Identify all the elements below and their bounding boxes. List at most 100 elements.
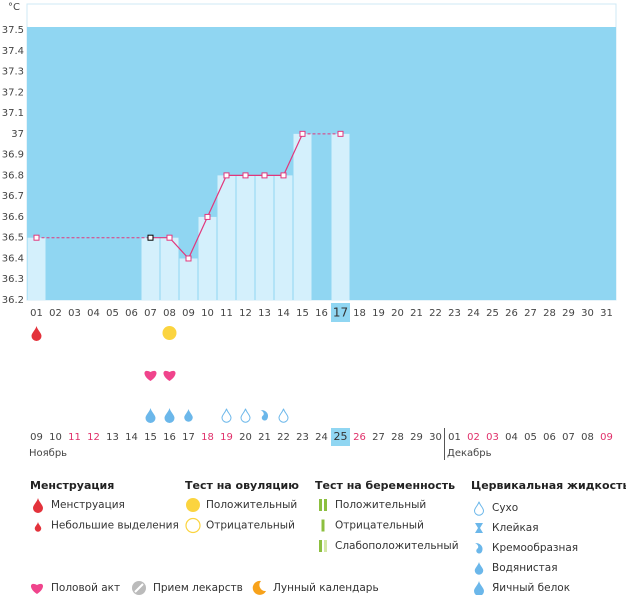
icon-drop-outline [473,501,485,516]
icon-drop-red-small [34,521,42,532]
cycle-day-label: 16 [315,308,328,319]
legend-label: Слабоположительный [335,540,459,552]
cycle-day-label: 31 [600,308,613,319]
temperature-point [166,234,173,241]
y-tick-label: 37.5 [2,25,24,36]
temperature-bar [141,237,160,300]
cycle-day-label: 23 [448,308,461,319]
cycle-day-label: 04 [87,308,100,319]
temperature-point [280,172,287,179]
selected-day-box [331,303,350,322]
temperature-bar [217,175,236,300]
y-tick-label: 37.3 [2,67,24,78]
date-label: 05 [524,432,537,443]
cycle-day-label: 02 [49,308,62,319]
cycle-day-label: 14 [277,308,290,319]
selected-date-box [331,428,350,446]
legend-heading: Тест на овуляцию [185,479,299,492]
icon-drop-outline [240,408,251,423]
cycle-day-label: 06 [125,308,138,319]
date-label: 14 [125,432,138,443]
icon-hourglass [475,523,483,533]
cycle-day-label: 20 [391,308,404,319]
icon-drop-egg [474,581,484,595]
date-label: 12 [87,432,100,443]
y-tick-label: 37.4 [2,46,24,57]
date-label: 03 [486,432,499,443]
date-label: 09 [600,432,613,443]
temperature-bar [27,237,46,300]
legend-label: Сухо [492,502,518,514]
temperature-bar [331,133,350,300]
y-axis-unit: °C [8,2,20,13]
date-label: 24 [315,432,328,443]
icon-heart [30,583,44,594]
month-label: Ноябрь [29,448,67,459]
cycle-day-label: 28 [543,308,556,319]
legend-heading: Тест на беременность [315,479,455,492]
y-tick-label: 36.4 [2,253,24,264]
cycle-day-label: 24 [467,308,480,319]
y-tick-label: 36.7 [2,191,24,202]
legend-label: Небольшие выделения [51,520,179,532]
cycle-day-label: 01 [30,308,43,319]
date-label: 19 [220,432,233,443]
cycle-day-label: 18 [353,308,366,319]
legend-label: Половой акт [51,582,120,594]
symbol-area [0,323,626,428]
legend-label: Отрицательный [206,520,295,532]
date-label: 13 [106,432,119,443]
cycle-day-label: 09 [182,308,195,319]
temperature-point [147,234,154,241]
cycle-day-label: 12 [239,308,252,319]
temperature-point [223,172,230,179]
icon-drop-creamy [475,543,483,554]
temperature-bar [198,216,217,300]
date-label: 10 [49,432,62,443]
y-tick-label: 36.3 [2,274,24,285]
icon-bars-green-weak [319,540,322,552]
cycle-day-label: 17 [333,306,348,320]
icon-bar-green-1 [321,519,325,532]
legend-label: Клейкая [492,522,539,534]
date-label: 16 [163,432,176,443]
date-label: 15 [144,432,157,443]
icon-bars-green-weak [324,540,327,552]
temperature-bar [160,237,179,300]
date-label: 11 [68,432,81,443]
legend-label: Менструация [51,499,125,511]
legend-label: Лунный календарь [273,582,379,594]
cycle-day-label: 11 [220,308,233,319]
legend-label: Яичный белок [492,582,570,594]
cycle-day-label: 27 [524,308,537,319]
date-label: 20 [239,432,252,443]
temperature-point [185,255,192,262]
y-tick-label: 36.2 [2,295,24,306]
cycle-day-label: 21 [410,308,423,319]
legend-label: Кремообразная [492,542,578,554]
date-label: 23 [296,432,309,443]
legend-label: Водянистая [492,562,558,574]
icon-circle-yellow [162,326,177,340]
icon-drop-watery [474,562,484,575]
date-label: 02 [467,432,480,443]
legend-label: Отрицательный [335,520,424,532]
cycle-day-label: 26 [505,308,518,319]
icon-bars-green-2 [319,499,322,511]
temperature-point [33,234,40,241]
y-tick-label: 36.8 [2,170,24,181]
date-label: 08 [581,432,594,443]
temperature-point [261,172,268,179]
date-label: 07 [562,432,575,443]
date-label: 04 [505,432,518,443]
icon-heart [163,370,176,381]
date-label: 09 [30,432,43,443]
icon-drop-outline [278,408,289,423]
icon-pill [134,583,144,593]
temperature-bar [274,175,293,300]
date-label: 06 [543,432,556,443]
legend-label: Положительный [206,499,297,511]
icon-drop-red [31,326,42,342]
date-label: 21 [258,432,271,443]
legend-label: Прием лекарств [153,582,243,594]
